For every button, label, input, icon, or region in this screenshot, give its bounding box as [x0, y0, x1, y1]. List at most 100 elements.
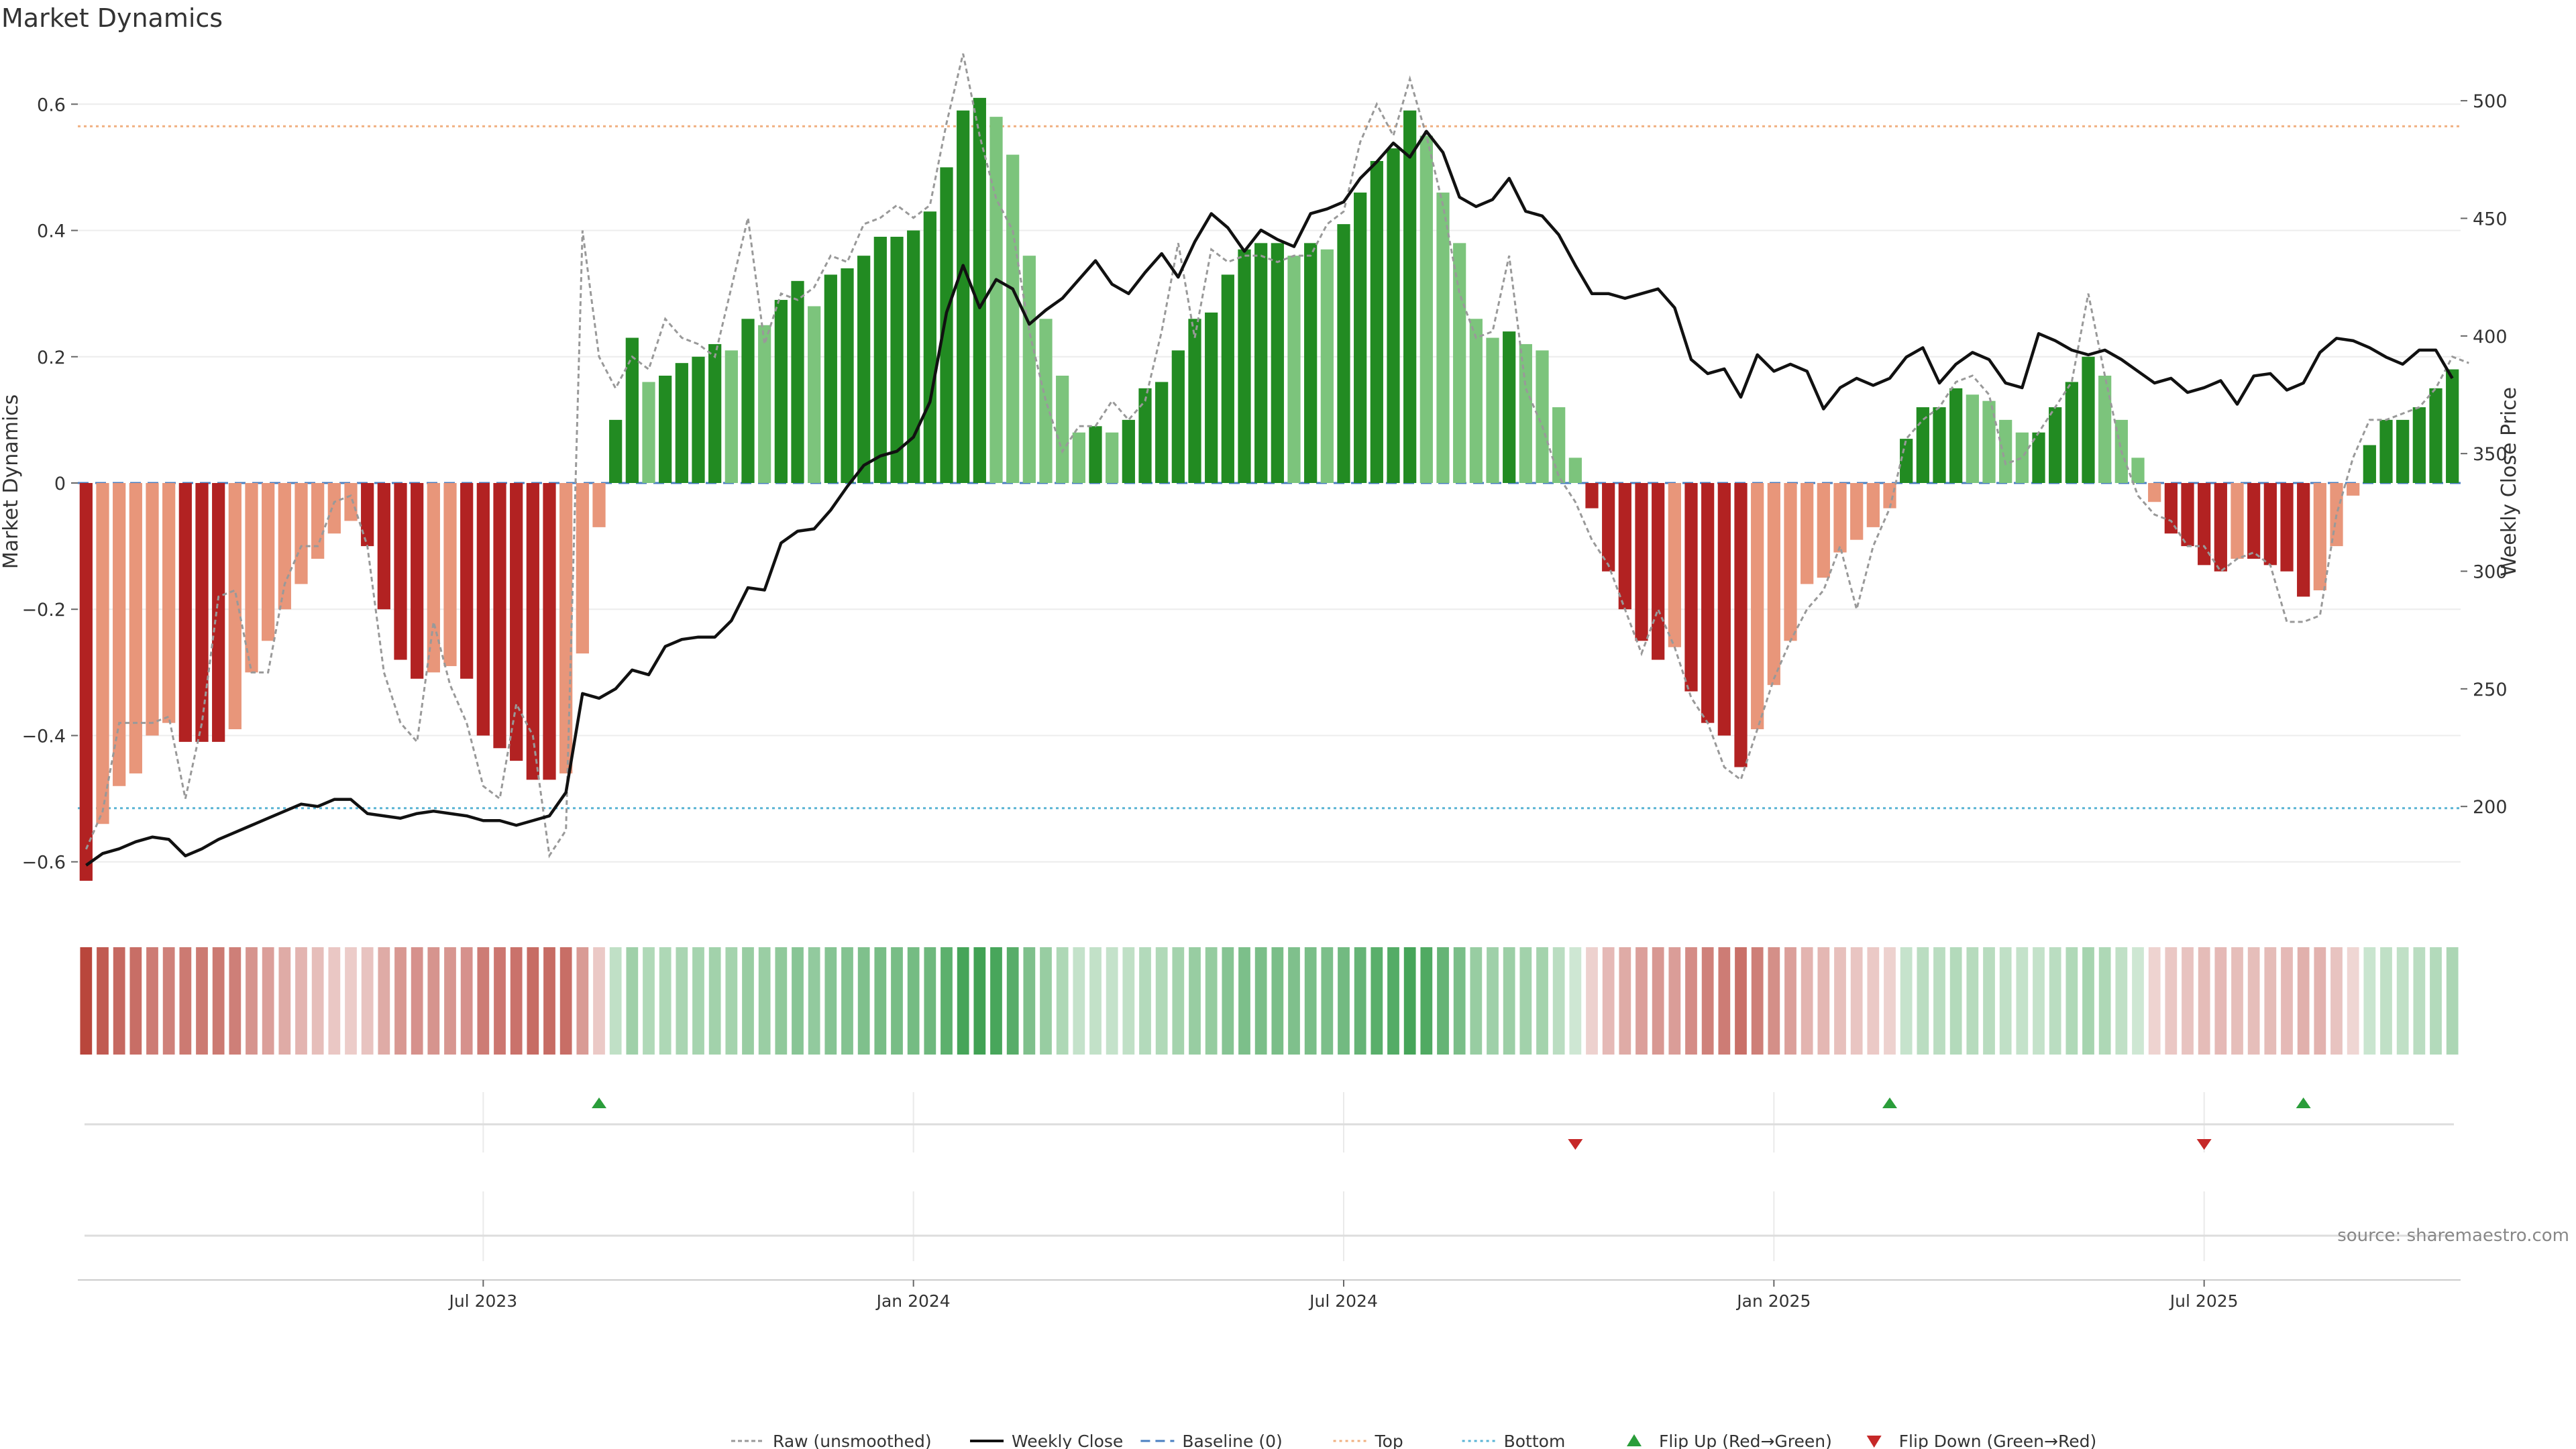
heat-strip-cell: [1999, 947, 2012, 1055]
heat-strip-cell: [2314, 947, 2326, 1055]
heat-strip-cell: [527, 947, 539, 1055]
market-dynamics-bar: [344, 483, 358, 521]
legend: Raw (unsmoothed) Weekly Close Baseline (0)…: [731, 1432, 2096, 1449]
market-dynamics-bar: [1751, 483, 1764, 730]
heat-strip-cell: [1884, 947, 1896, 1055]
heat-strip-cell: [1205, 947, 1218, 1055]
legend-label: Flip Down (Green→Red): [1899, 1432, 2097, 1449]
heat-strip-cell: [692, 947, 704, 1055]
heat-strip-cell: [1288, 947, 1300, 1055]
market-dynamics-bar: [493, 483, 506, 749]
heat-strip-cell: [758, 947, 771, 1055]
flip-down-marker: [2196, 1139, 2212, 1150]
heat-strip-cell: [262, 947, 274, 1055]
weekly-close-line: [85, 129, 2454, 867]
heat-strip-cell: [841, 947, 853, 1055]
heat-strip-cell: [1768, 947, 1780, 1055]
heat-strip-cell: [246, 947, 258, 1055]
market-dynamics-bar: [1966, 394, 1979, 483]
heat-strip-cell: [973, 947, 986, 1055]
market-dynamics-bar: [890, 236, 904, 483]
heat-strip-cell: [1552, 947, 1565, 1055]
market-dynamics-bar: [2396, 419, 2410, 483]
market-dynamics-bar: [2280, 483, 2294, 572]
x-tick-label: Jan 2024: [875, 1291, 951, 1311]
market-dynamics-bar: [2330, 483, 2343, 547]
raw-series-layer: [85, 53, 2469, 859]
market-dynamics-bar: [625, 337, 639, 483]
market-dynamics-bar: [476, 483, 490, 736]
heat-strip-cell: [444, 947, 456, 1055]
market-dynamics-bar: [708, 343, 722, 483]
heat-strip-cell: [2380, 947, 2392, 1055]
heat-strip-cell: [559, 947, 572, 1055]
heat-strip-cell: [857, 947, 870, 1055]
heat-strip-cell: [1122, 947, 1135, 1055]
flip-up-marker: [1882, 1097, 1897, 1108]
market-dynamics-bar: [1734, 483, 1748, 767]
y2-tick-label: 200: [2473, 797, 2508, 818]
market-dynamics-bar: [79, 483, 93, 881]
market-dynamics-bar: [2148, 483, 2161, 502]
market-dynamics-bar: [1304, 243, 1318, 483]
market-dynamics-bar: [592, 483, 606, 527]
heat-strip-cell: [1602, 947, 1615, 1055]
market-dynamics-bar: [2446, 369, 2459, 483]
heat-strip-cell: [957, 947, 969, 1055]
y-axis-label: Market Dynamics: [0, 394, 23, 570]
heat-strip-cell: [2413, 947, 2426, 1055]
y2-tick-label: 350: [2473, 444, 2508, 465]
market-dynamics-bar: [1618, 483, 1631, 610]
market-dynamics-bar: [1106, 432, 1119, 483]
market-dynamics-bar: [411, 483, 424, 679]
market-dynamics-bar: [2263, 483, 2277, 566]
x-tick-label: Jul 2023: [447, 1291, 517, 1311]
market-dynamics-bar: [1370, 161, 1383, 483]
market-dynamics-bar: [1999, 419, 2012, 483]
market-dynamics-bar: [774, 300, 788, 483]
heat-strip-cell: [1470, 947, 1483, 1055]
market-dynamics-bar: [1436, 193, 1450, 483]
market-dynamics-bar: [2379, 419, 2393, 483]
heat-strip-cell: [1172, 947, 1185, 1055]
heat-strip-cell: [725, 947, 738, 1055]
heat-strip-cell: [2247, 947, 2260, 1055]
market-dynamics-bar: [724, 350, 738, 483]
heat-strip-cell: [874, 947, 887, 1055]
y-tick-label: 0.6: [37, 95, 66, 115]
heat-strip-cell: [328, 947, 341, 1055]
market-dynamics-bar: [873, 236, 887, 483]
heat-strip-cell: [1321, 947, 1334, 1055]
x-tick-label: Jan 2025: [1735, 1291, 1811, 1311]
market-dynamics-bar: [2032, 432, 2045, 483]
heat-strip-cell: [1503, 947, 1515, 1055]
heat-strip-cell: [361, 947, 374, 1055]
market-dynamics-bar: [741, 319, 755, 483]
y2-axis-label: Weekly Close Price: [2498, 387, 2521, 576]
heat-strip-cell: [1106, 947, 1118, 1055]
market-dynamics-bar: [129, 483, 142, 773]
market-dynamics-bar: [1503, 331, 1516, 483]
heat-strip-cell: [593, 947, 605, 1055]
heat-strip-cell: [2182, 947, 2194, 1055]
heat-strip-cell: [1487, 947, 1499, 1055]
heat-strip-cell: [1817, 947, 1830, 1055]
market-dynamics-bar: [1701, 483, 1715, 723]
market-dynamics-bar: [278, 483, 291, 610]
heat-strip-cell: [2214, 947, 2227, 1055]
heat-strip-cell: [891, 947, 903, 1055]
market-dynamics-bar: [1684, 483, 1698, 692]
y2-tick-label: 300: [2473, 562, 2508, 583]
heat-strip-cell: [907, 947, 920, 1055]
heat-strip-cell: [146, 947, 158, 1055]
market-dynamics-bar: [146, 483, 159, 736]
heat-strip-cell: [1536, 947, 1548, 1055]
market-dynamics-bar: [460, 483, 474, 679]
x-tick-label: Jul 2025: [2169, 1291, 2239, 1311]
heat-strip-cell: [2446, 947, 2459, 1055]
market-dynamics-bar: [1039, 319, 1053, 483]
y-tick-label: 0.2: [37, 347, 66, 368]
market-dynamics-bar: [377, 483, 390, 610]
market-dynamics-bar: [1089, 426, 1102, 483]
